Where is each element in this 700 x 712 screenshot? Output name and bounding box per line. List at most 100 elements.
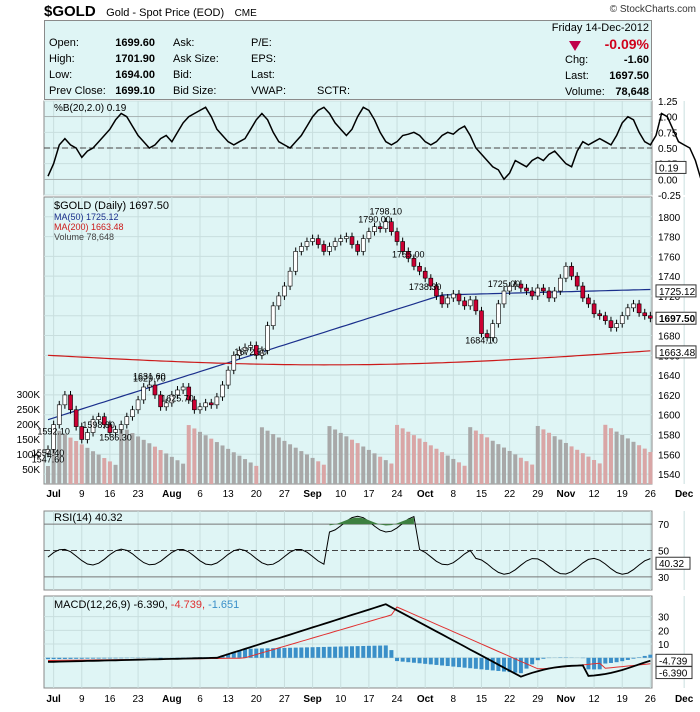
volume-bar — [406, 431, 411, 484]
x-tick-label-bottom: 8 — [451, 694, 457, 705]
macd-histogram-bar — [361, 645, 366, 658]
rsi-last-value: 40.32 — [659, 559, 684, 570]
macd-histogram-bar — [276, 648, 281, 658]
volume-bar — [152, 446, 157, 484]
macd-histogram-bar — [51, 657, 56, 660]
candle-body — [79, 426, 85, 440]
macd-right-label-box — [655, 666, 693, 680]
volume-bar — [530, 464, 535, 484]
price-tick-label: 1720 — [658, 292, 681, 303]
candle-body — [603, 315, 608, 322]
price-tick-label: 1540 — [658, 470, 681, 481]
macd-histogram-bar — [614, 657, 619, 663]
candle-body — [141, 386, 147, 401]
candle-body — [411, 258, 417, 267]
volume-bar — [468, 427, 473, 484]
price-annotation: 1798.10 — [370, 207, 403, 217]
pb-tick-label: -0.25 — [658, 191, 681, 202]
macd-histogram-bar — [288, 647, 293, 658]
volume-bar — [51, 427, 56, 484]
volume-bar — [62, 434, 67, 484]
volume-bar — [502, 447, 506, 484]
pe-label: P/E: — [251, 37, 272, 49]
volume-bar — [575, 449, 580, 484]
candle-body — [304, 241, 310, 247]
volume-bar — [361, 446, 366, 484]
ma200-line — [47, 350, 651, 366]
candle-body — [619, 315, 625, 324]
volume-bar — [203, 435, 208, 484]
candle-body — [563, 265, 569, 279]
candle-body — [360, 238, 366, 252]
vwap-label: VWAP: — [251, 85, 287, 97]
candle-body — [608, 320, 614, 328]
candle-body — [372, 226, 377, 232]
price-right-label: 1663.48 — [659, 348, 696, 359]
candle-body — [62, 394, 68, 406]
volume-bar — [186, 425, 191, 484]
candle-body — [439, 295, 445, 305]
price-right-label-box — [655, 311, 697, 325]
volume-bar — [130, 433, 135, 484]
x-tick-label-bottom: 23 — [133, 694, 145, 705]
price-annotation: 1586.30 — [99, 432, 132, 442]
volume-bar — [338, 432, 343, 484]
volume-bar — [434, 448, 439, 484]
candle-body — [518, 283, 524, 289]
candle-body — [130, 409, 135, 418]
candle-body — [175, 389, 180, 396]
volume-bar — [625, 438, 630, 484]
candle-body — [535, 287, 541, 297]
macd-histogram-bar — [648, 654, 653, 658]
macd-histogram-bar — [237, 650, 242, 658]
macd-histogram-bar — [541, 657, 546, 659]
volume-bar — [535, 425, 540, 484]
chart-title: $GOLD Gold - Spot Price (EOD) CME — [44, 3, 257, 20]
x-tick-label-bottom: Aug — [162, 694, 181, 705]
macd-right-label: -6.390 — [659, 669, 688, 680]
price-annotation: 1625.70 — [161, 393, 194, 403]
prev-close-value: 1699.10 — [115, 85, 155, 97]
volume-bar — [440, 452, 445, 484]
volume-bar — [276, 437, 281, 484]
macd-histogram-bar — [243, 648, 248, 658]
brand-watermark: © StockCharts.com — [609, 4, 696, 15]
candle-body — [614, 323, 619, 328]
macd-histogram-bar — [102, 657, 107, 659]
candle-body — [197, 406, 203, 411]
rsi-tick-label: 70 — [658, 520, 670, 531]
candle-body — [270, 305, 276, 326]
sctr-label: SCTR: — [317, 85, 350, 97]
candle-body — [417, 265, 422, 272]
x-tick-label: 29 — [532, 489, 544, 500]
volume-bar — [547, 432, 552, 484]
x-tick-label-bottom: 20 — [251, 694, 263, 705]
macd-histogram-bar — [406, 657, 411, 663]
macd-histogram-bar — [468, 657, 473, 669]
volume-bar — [496, 444, 501, 484]
candle-body — [557, 277, 563, 292]
volume-bar — [175, 460, 180, 484]
volume-bar — [248, 462, 253, 484]
volume-bar — [254, 465, 259, 484]
volume-bar — [293, 447, 298, 484]
volume-bar — [428, 445, 433, 484]
macd-histogram-bar — [350, 646, 354, 658]
candle-body — [445, 297, 451, 305]
x-tick-label-bottom: Sep — [303, 694, 321, 705]
candle-body — [242, 347, 248, 351]
volume-bar — [507, 450, 512, 484]
price-tick-label: 1600 — [658, 411, 681, 422]
macd-title-part: MACD(12,26,9) -6.390, — [54, 599, 168, 611]
rsi-tick-label: 30 — [658, 573, 670, 584]
macd-histogram-bar — [625, 657, 630, 660]
volume-bar — [372, 453, 377, 484]
macd-histogram-bar — [428, 657, 433, 665]
candle-body — [169, 394, 175, 404]
macd-histogram-bar — [91, 657, 96, 659]
x-tick-label-bottom: 12 — [589, 694, 601, 705]
price-right-label: 1697.50 — [659, 314, 696, 325]
volume-bar — [265, 430, 270, 484]
volume-bar — [316, 461, 321, 484]
candle-body — [135, 399, 141, 411]
